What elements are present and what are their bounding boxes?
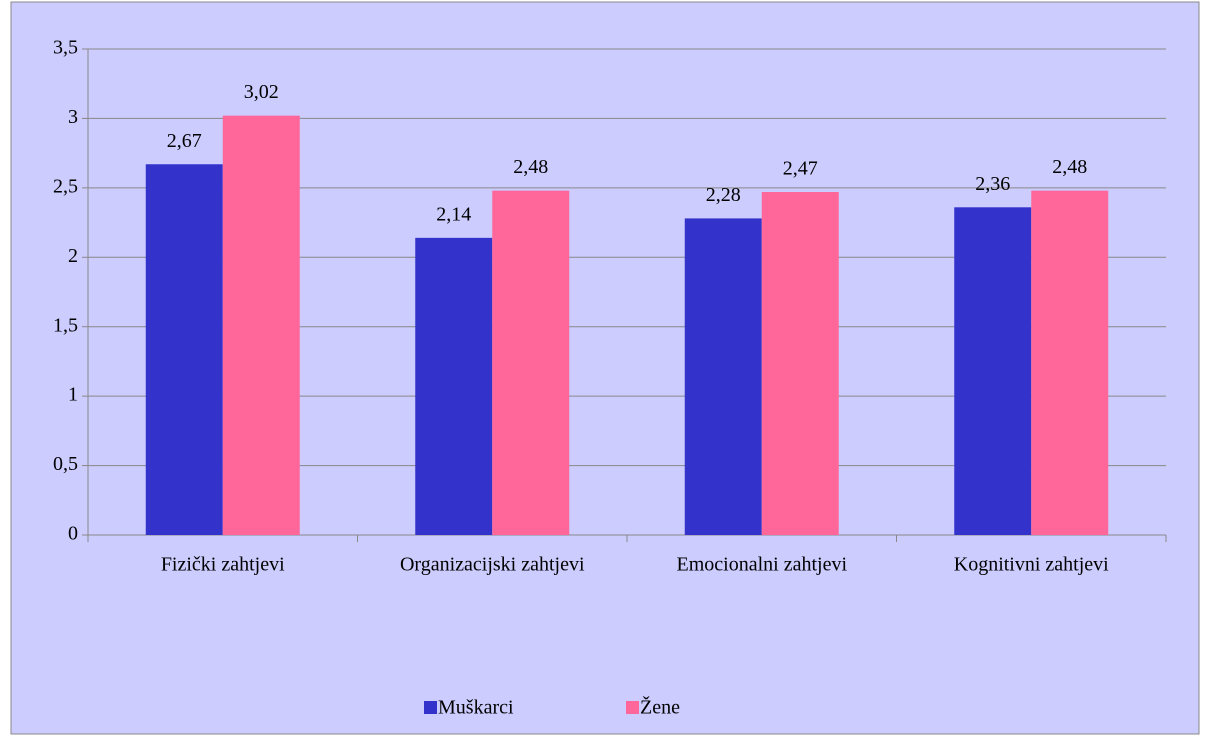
data-label: 3,02 — [244, 81, 279, 103]
legend-swatch — [626, 701, 639, 714]
bar — [415, 237, 493, 536]
y-tick-label: 1 — [68, 384, 78, 406]
data-label: 2,48 — [1052, 156, 1087, 178]
y-tick-label: 0 — [68, 523, 78, 545]
y-tick-label: 0,5 — [53, 453, 78, 475]
legend-label: Muškarci — [438, 697, 514, 719]
data-label: 2,36 — [975, 173, 1010, 195]
data-label: 2,14 — [436, 203, 471, 225]
legend-label: Žene — [640, 696, 680, 719]
data-label: 2,28 — [706, 184, 741, 206]
y-tick-label: 3 — [68, 106, 78, 128]
bar — [145, 164, 223, 535]
bar — [761, 192, 839, 535]
x-tick-label: Emocionalni zahtjevi — [677, 554, 848, 576]
x-tick-label: Fizički zahtjevi — [161, 554, 285, 576]
y-tick-label: 1,5 — [53, 314, 78, 336]
y-tick-label: 2 — [68, 245, 78, 267]
bar — [954, 207, 1032, 535]
x-tick-label: Organizacijski zahtjevi — [400, 554, 585, 576]
bar — [222, 115, 300, 535]
bar — [492, 190, 570, 536]
data-label: 2,47 — [783, 158, 818, 180]
bar — [1031, 190, 1109, 536]
y-tick-label: 3,5 — [53, 37, 78, 59]
data-label: 2,48 — [513, 156, 548, 178]
data-label: 2,67 — [167, 130, 202, 152]
bar — [684, 218, 762, 536]
legend-swatch — [424, 701, 437, 714]
x-tick-label: Kognitivni zahtjevi — [954, 554, 1109, 576]
y-tick-label: 2,5 — [53, 175, 78, 197]
